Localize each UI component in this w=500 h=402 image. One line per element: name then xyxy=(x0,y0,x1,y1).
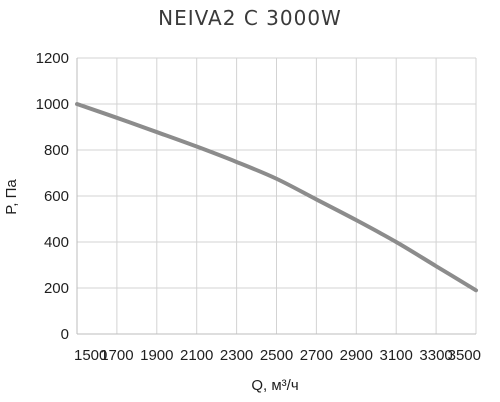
x-tick-label: 1500 xyxy=(74,347,107,364)
x-tick-label: 3100 xyxy=(380,347,413,364)
x-tick-label: 3300 xyxy=(419,347,452,364)
grid xyxy=(77,57,477,334)
y-tick-label: 0 xyxy=(61,326,69,343)
x-tick-label: 3500 xyxy=(448,347,481,364)
y-tick-label: 200 xyxy=(44,280,69,297)
series-layer xyxy=(75,102,478,293)
x-tick-label: 2100 xyxy=(180,347,213,364)
y-tick-label: 400 xyxy=(44,234,69,251)
x-axis-label: Q, м³/ч xyxy=(251,377,298,394)
y-tick-label: 1000 xyxy=(36,96,69,113)
x-tick-label: 2900 xyxy=(340,347,373,364)
x-tick-label: 1900 xyxy=(140,347,173,364)
x-tick-label: 1700 xyxy=(100,347,133,364)
y-tick-label: 600 xyxy=(44,188,69,205)
series-line-0 xyxy=(75,102,478,293)
x-tick-label: 2500 xyxy=(260,347,293,364)
y-axis-label: P, Па xyxy=(3,179,20,215)
y-tick-label: 1200 xyxy=(36,50,69,67)
chart-title: NEIVA2 C 3000W xyxy=(158,6,342,30)
y-tick-label: 800 xyxy=(44,142,69,159)
x-tick-label: 2700 xyxy=(300,347,333,364)
x-tick-label: 2300 xyxy=(220,347,253,364)
